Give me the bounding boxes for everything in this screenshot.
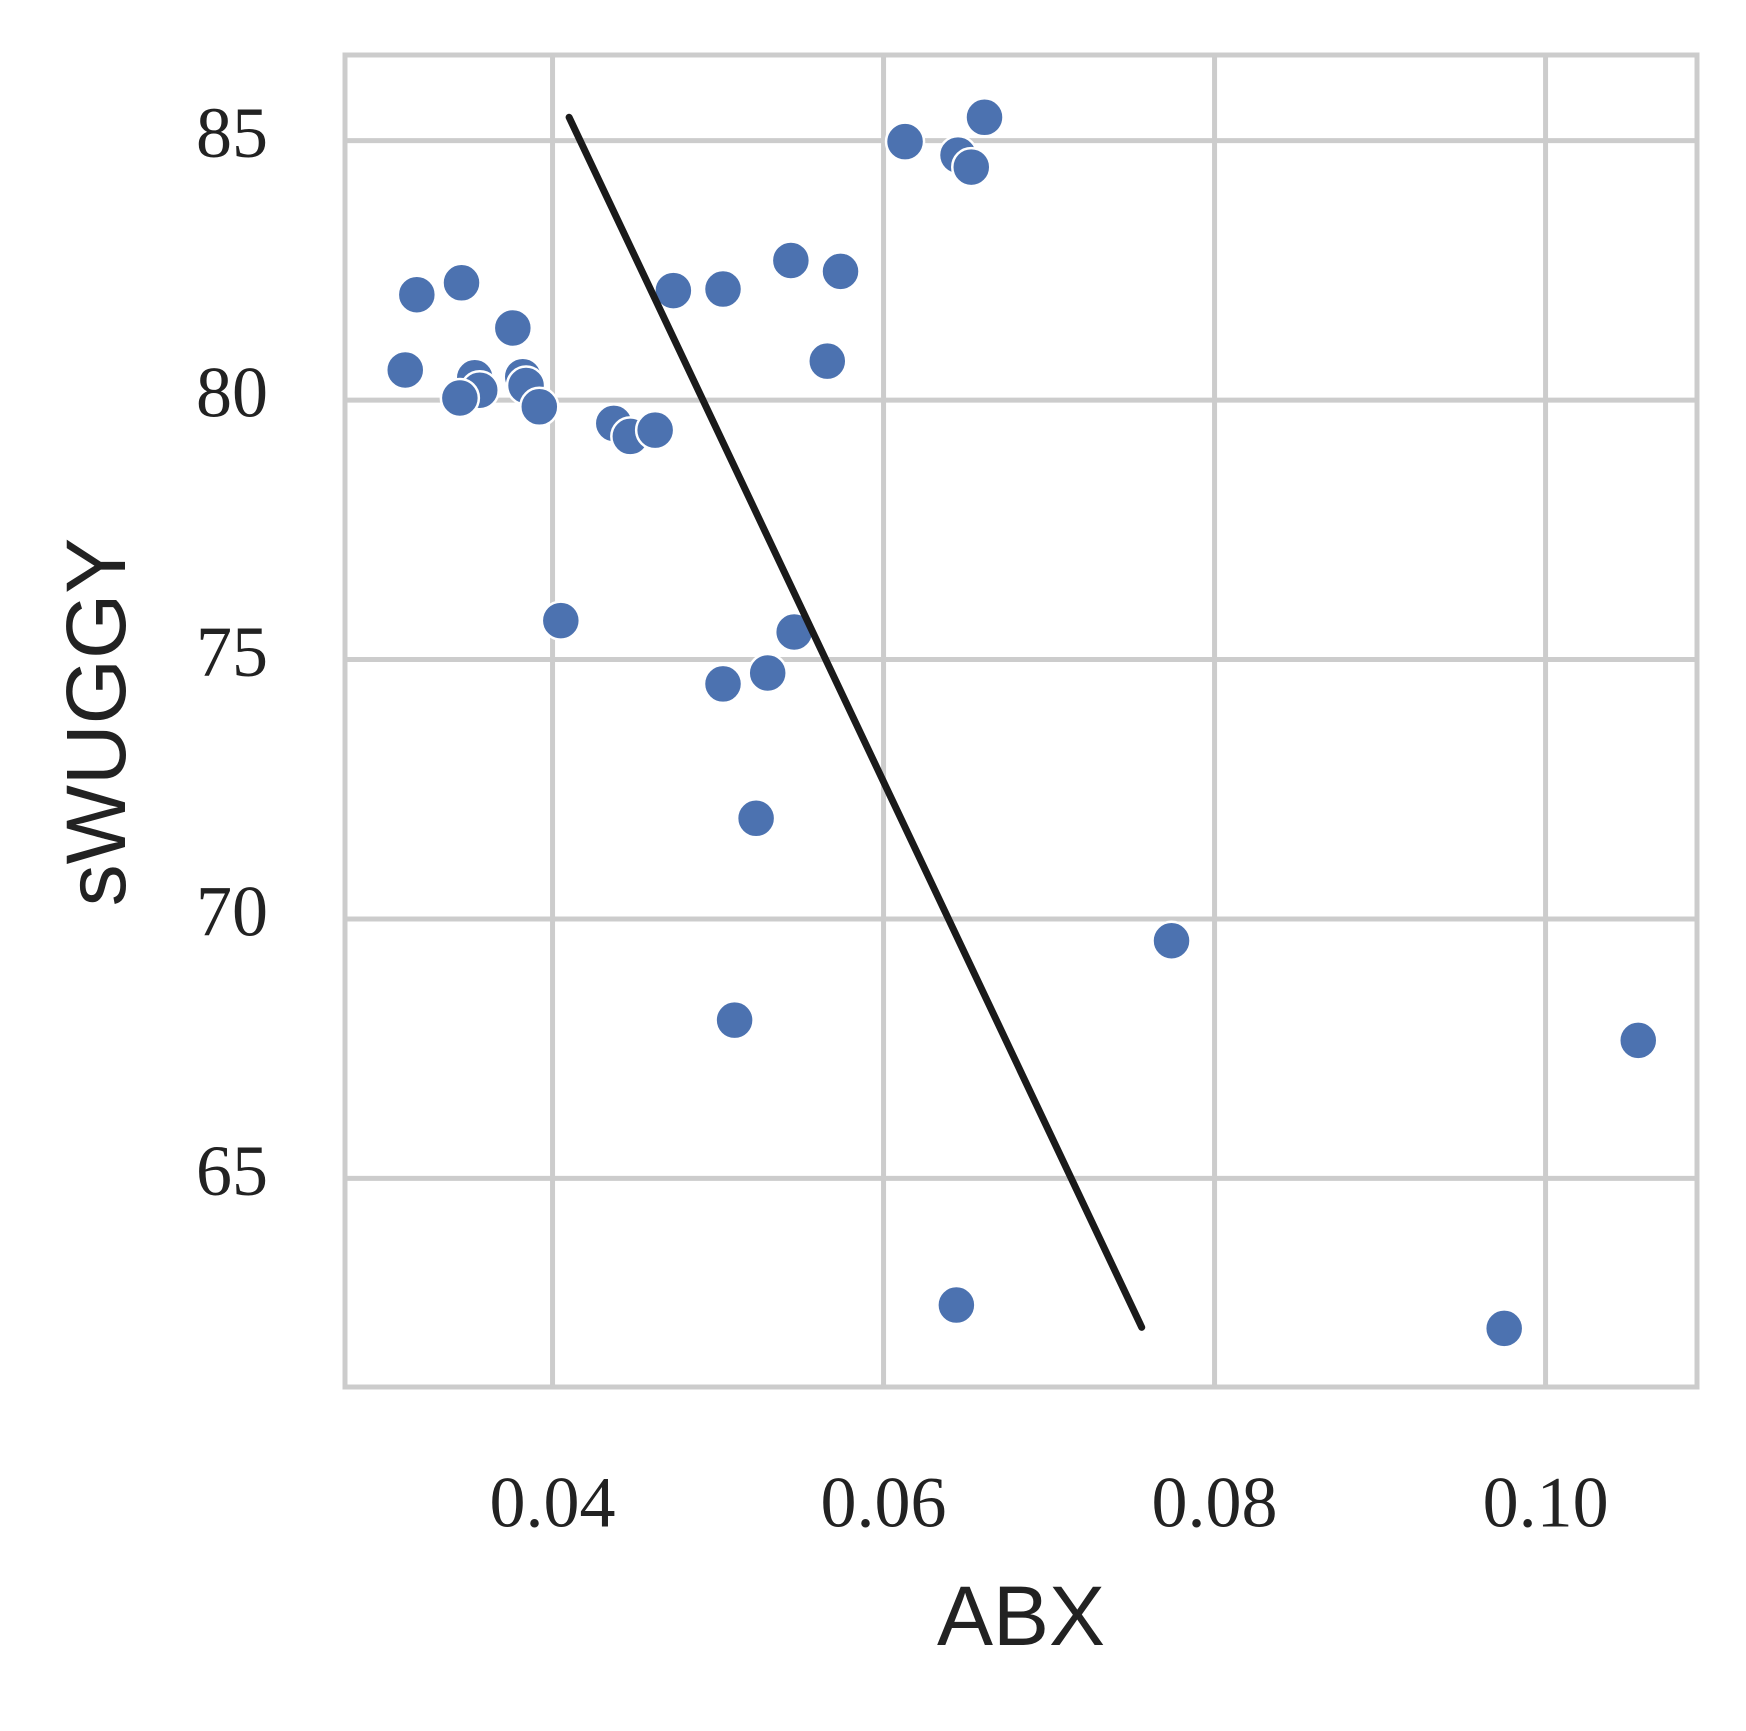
point bbox=[770, 240, 812, 281]
y-tick-label: 80 bbox=[196, 353, 268, 433]
point bbox=[807, 340, 848, 382]
point bbox=[884, 121, 926, 162]
point bbox=[714, 999, 755, 1041]
y-tick-label: 65 bbox=[196, 1131, 268, 1211]
x-tick-label: 0.10 bbox=[1483, 1463, 1609, 1543]
point bbox=[540, 600, 582, 641]
point bbox=[702, 663, 744, 705]
plot-frame bbox=[342, 52, 1700, 1390]
point bbox=[396, 274, 438, 315]
point bbox=[735, 798, 777, 839]
point bbox=[634, 409, 676, 451]
x-tick-label: 0.06 bbox=[821, 1463, 947, 1543]
x-tick-label: 0.04 bbox=[490, 1463, 616, 1543]
y-tick-label: 85 bbox=[196, 93, 268, 173]
fit-line bbox=[565, 113, 1146, 1331]
point bbox=[702, 268, 744, 310]
point bbox=[747, 652, 788, 694]
point bbox=[439, 377, 481, 419]
x-tick-label: 0.08 bbox=[1152, 1463, 1278, 1543]
y-axis-label: sWUGGY bbox=[49, 538, 143, 907]
point bbox=[519, 386, 560, 428]
point bbox=[936, 1284, 977, 1326]
x-axis-label: ABX bbox=[937, 1569, 1105, 1663]
point bbox=[951, 146, 992, 188]
point bbox=[1483, 1308, 1525, 1349]
point bbox=[1151, 920, 1192, 962]
point bbox=[492, 307, 534, 349]
y-tick-label: 75 bbox=[196, 612, 268, 692]
point bbox=[964, 97, 1005, 138]
point bbox=[384, 349, 426, 391]
point bbox=[820, 251, 861, 292]
y-tick-label: 70 bbox=[196, 871, 268, 951]
point bbox=[441, 262, 482, 304]
point bbox=[1617, 1020, 1659, 1061]
